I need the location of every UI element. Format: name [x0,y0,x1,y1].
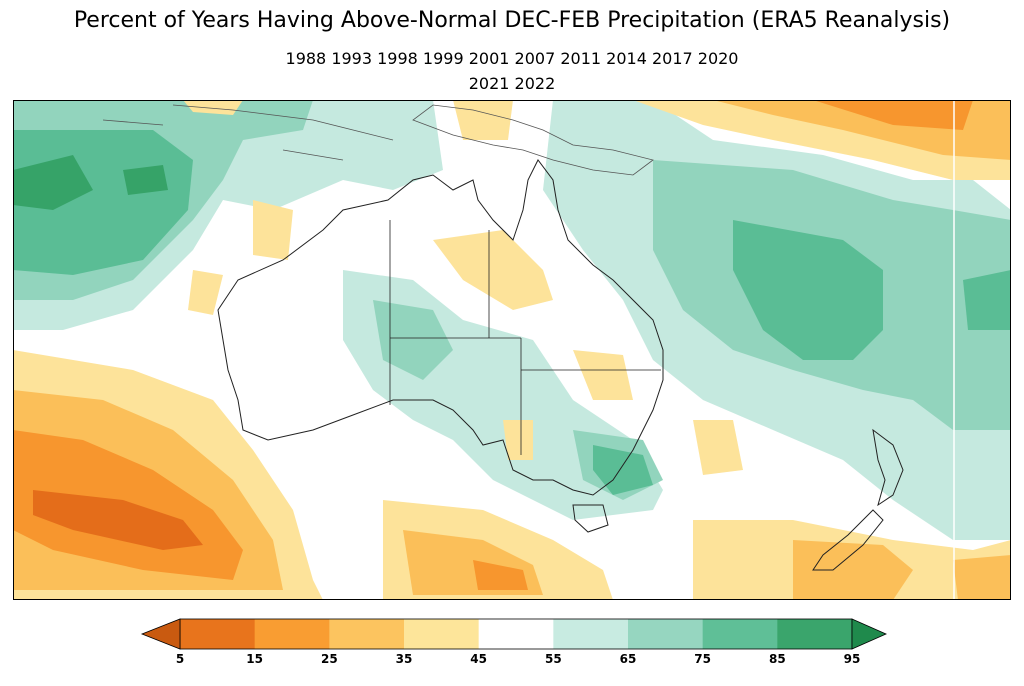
indonesia-coastline [102,104,394,161]
colorbar-tick-label: 55 [544,652,562,666]
colorbar-left-arrow [140,618,181,650]
australia-coastline [217,159,664,496]
colorbar-segment [702,619,778,649]
colorbar-tick-label: 75 [694,652,712,666]
colorbar-segment [478,619,554,649]
field-cy-35e [573,350,633,400]
new-zealand-coastline [812,428,904,571]
colorbar-segment [329,619,405,649]
colorbar-segments [179,618,853,650]
field-se-25b [953,555,1011,600]
field-s-15 [473,560,528,590]
colorbar-right-arrow [851,618,887,650]
colorbar [140,618,887,650]
new-guinea-coastline [412,104,654,176]
field-cy-35h [183,100,243,115]
chart-subtitle: 1988 1993 1998 1999 2001 2007 2011 2014 … [262,46,762,96]
field-sw-5 [33,490,203,550]
field-se-85 [593,445,653,495]
field-ne-85 [733,220,883,360]
colorbar-segment [254,619,330,649]
field-cy-35b [453,100,513,140]
subtitle-line-1: 1988 1993 1998 1999 2001 2007 2011 2014 … [285,49,739,68]
colorbar-segment [628,619,704,649]
colorbar-segment [180,619,256,649]
field-au-75 [373,300,453,380]
colorbar-segment [553,619,629,649]
colorbar-tick-label: 5 [175,652,185,666]
colorbar-segment [777,619,853,649]
map-frame [13,100,1011,600]
field-cy-35f [693,420,743,475]
field-cy-35d [188,270,223,315]
field-cy-35 [433,230,553,310]
colorbar-tick-label: 95 [843,652,861,666]
colorbar-tick-label: 65 [619,652,637,666]
colorbar-tick-label: 15 [246,652,264,666]
field-ne-85b [963,270,1011,330]
chart-title: Percent of Years Having Above-Normal DEC… [73,8,951,33]
map-fields [13,100,1011,600]
field-nw-95 [13,155,93,210]
colorbar-tick-label: 45 [470,652,488,666]
subtitle-line-2: 2021 2022 [468,74,556,93]
colorbar-segment [404,619,480,649]
colorbar-tick-label: 35 [395,652,413,666]
colorbar-tick-label: 85 [768,652,786,666]
state-borders [389,220,661,455]
precipitation-map [13,100,1011,600]
field-cy-35c [253,200,293,260]
field-cy-35g [503,420,533,460]
field-tr-15 [813,100,973,130]
colorbar-tick-label: 25 [320,652,338,666]
field-nw-95b [123,165,168,195]
tasmania-coastline [572,504,609,533]
